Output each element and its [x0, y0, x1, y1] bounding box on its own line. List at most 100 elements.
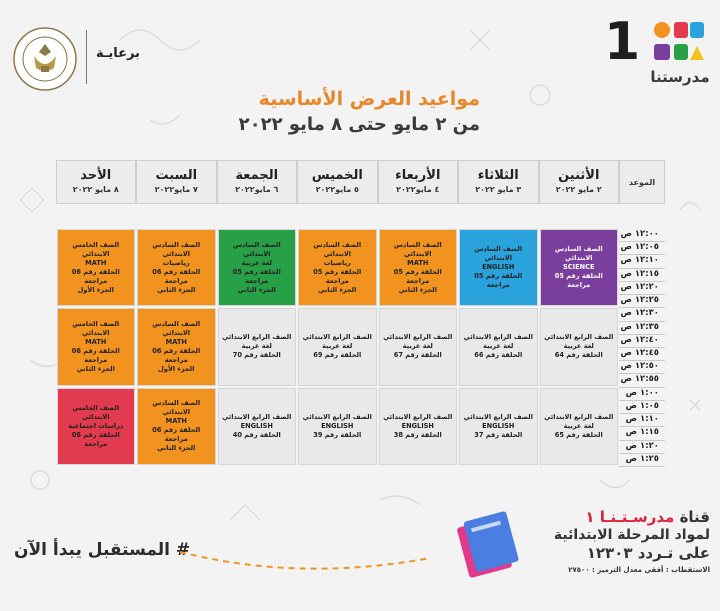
program-slot-line: ENGLISH — [401, 421, 434, 430]
program-slot: الصف السادس الابتدائي رياضيات الحلقة رقم 0… — [298, 229, 377, 307]
time-divider — [619, 466, 665, 467]
day-header: الجمعة ٦ مايو٢٠٢٢ — [216, 160, 297, 204]
program-slot-line: ENGLISH — [482, 421, 515, 430]
program-slot-line: لغة عربية — [322, 342, 353, 351]
program-slot-line: الجزء الثاني — [157, 444, 196, 453]
program-slot-line: الجزء الثاني — [237, 285, 276, 294]
time-column: ١٢:٠٠ ص ١٢:٠٥ ص ١٢:١٠ ص ١٢:١٥ ص ١٢:٢٠ ص ١٢:٢٥… — [619, 228, 665, 467]
page-title: مواعيد العرض الأساسية — [258, 88, 480, 110]
time-divider — [619, 439, 665, 441]
program-slot-line: الحلقة رقم 05 مراجعة — [393, 267, 442, 285]
program-slot-line: SCIENCE — [563, 263, 595, 272]
time-divider — [619, 254, 665, 256]
program-slot-line: الصف السادس الابتدائي — [554, 245, 603, 263]
program-slot: الصف الرابع الابتدائي ENGLISH الحلقة رقم 3… — [378, 387, 457, 465]
time-slot-label: ١٢:٣٥ ص — [620, 321, 659, 332]
program-slot-line: الحلقة رقم 06 مراجعة — [71, 430, 120, 448]
day-header: الثلاثاء ٣ مايو ٢٠٢٢ — [458, 160, 539, 204]
program-slot-line: الحلقة رقم 06 مراجعة — [71, 346, 120, 364]
day-header: السبت ٧ مايو٢٠٢٢ — [136, 160, 217, 204]
program-slot-line: الصف الخامس الابتدائي — [72, 403, 120, 421]
program-slot-line: ENGLISH — [482, 263, 515, 272]
program-slot-line: MATH — [85, 337, 107, 346]
program-slot-line: الحلقة رقم 39 — [313, 430, 362, 439]
time-slot-label: ١٢:١٠ ص — [620, 255, 659, 266]
time-divider — [619, 399, 665, 401]
program-slot: الصف الخامس الابتدائي دراسات اجتماعية الحل… — [56, 387, 135, 465]
program-slot: الصف السادس الابتدائي رياضيات الحلقة رقم 0… — [137, 229, 216, 307]
program-slot-line: الحلقة رقم 06 مراجعة — [71, 267, 120, 285]
time-slot-label: ١:٠٥ ص — [625, 400, 659, 411]
schedule-grid: ١٢:٠٠ ص ١٢:٠٥ ص ١٢:١٠ ص ١٢:١٥ ص ١٢:٢٠ ص ١٢:٢٥… — [55, 228, 665, 467]
day-header: الخميس ٥ مايو٢٠٢٢ — [297, 160, 378, 204]
program-slot-line: الحلقة رقم 37 — [474, 430, 523, 439]
program-slot-line: MATH — [407, 258, 429, 267]
program-slot-line: الحلقة رقم 70 — [232, 351, 281, 360]
time-slot-label: ١٢:٣٠ ص — [620, 308, 659, 319]
time-divider — [619, 426, 665, 428]
program-slot-line: رياضيات — [162, 258, 190, 267]
program-slot-line: الحلقة رقم 06 مراجعة — [152, 267, 201, 285]
time-slot-label: ١٢:٠٥ ص — [620, 242, 659, 253]
program-slot-line: الجزء الأول — [158, 364, 195, 373]
time-divider — [619, 307, 665, 309]
day-header: الأربعاء ٤ مايو٢٠٢٢ — [377, 160, 458, 204]
program-slot-line: لغة عربية — [563, 421, 594, 430]
program-slot-line: الحلقة رقم 05 مراجعة — [313, 267, 362, 285]
channel-line-2: لمواد المرحلة الابتدائية — [553, 527, 710, 543]
program-slot-line: الحلقة رقم 65 — [554, 430, 603, 439]
program-slot-line: الصف السادس الابتدائي — [232, 240, 281, 258]
program-slot-line: لغة عربية — [563, 342, 594, 351]
channel-line-1: قناة مدرسـتـنـا ١ — [585, 508, 710, 526]
time-slot-label: ١٢:٤٥ ص — [620, 348, 659, 358]
program-slot-line: لغة عربية — [241, 342, 272, 351]
sponsor-label: برعايـة — [96, 46, 140, 61]
program-slot: الصف الرابع الابتدائي لغة عربية الحلقة رقم… — [217, 308, 296, 386]
program-slot-line: الحلقة رقم 40 — [232, 430, 281, 439]
time-divider — [619, 413, 665, 415]
time-slot-label: ١:١٠ ص — [625, 414, 659, 425]
program-slot-line: الحلقة رقم 06 مراجعة — [152, 346, 201, 364]
ministry-seal-icon — [13, 27, 77, 91]
program-slot-line: الجزء الثاني — [318, 285, 357, 294]
channel-specs: الاستقطاب : أفقي معدل الترميز : ٢٧٥٠٠ — [568, 566, 710, 574]
program-slot-line: الحلقة رقم 06 مراجعة — [152, 426, 201, 444]
program-slot-line: الصف الرابع الابتدائي — [222, 412, 292, 421]
program-slot-line: الصف السادس الابتدائي — [474, 245, 523, 263]
channel-frequency: على تـردد ١٢٣٠٣ — [586, 544, 710, 562]
program-slot: الصف الرابع الابتدائي لغة عربية الحلقة رقم… — [539, 308, 618, 386]
time-slot-label: ١:٢٠ ص — [625, 440, 659, 451]
program-slot: الصف الرابع الابتدائي لغة عربية الحلقة رقم… — [459, 308, 538, 386]
program-slot: الصف الخامس الابتدائي MATH الحلقة رقم 06 م… — [56, 229, 135, 307]
program-slot-line: الصف الرابع الابتدائي — [302, 333, 372, 342]
program-slot-line: لغة عربية — [241, 258, 272, 267]
hashtag-slogan: # المستقبل يبدأ الآن — [14, 540, 191, 560]
day-header: الأثنين ٢ مايو ٢٠٢٢ — [538, 160, 619, 204]
program-slot-line: MATH — [165, 337, 187, 346]
program-slot-line: الصف الرابع الابتدائي — [222, 333, 292, 342]
program-slot-line: الصف الرابع الابتدائي — [544, 333, 614, 342]
program-slot: الصف السادس الابتدائي MATH الحلقة رقم 05 م… — [378, 229, 457, 307]
program-slot: الصف السادس الابتدائي MATH الحلقة رقم 06 م… — [137, 308, 216, 386]
madrasatna-logo-text: مدرستنا — [650, 68, 710, 86]
program-slot-line: لغة عربية — [483, 342, 514, 351]
program-slot-line: لغة عربية — [402, 342, 433, 351]
time-divider — [619, 333, 665, 335]
program-slot-line: ENGLISH — [321, 421, 354, 430]
program-slot-line: الجزء الأول — [77, 285, 114, 294]
time-divider — [619, 320, 665, 322]
day-header-row: الموعد الأثنين ٢ مايو ٢٠٢٢ الثلاثاء ٣ مايو… — [55, 160, 665, 204]
program-slot: الصف السادس الابتدائي MATH الحلقة رقم 06 م… — [137, 387, 216, 465]
program-slot-line: الحلقة رقم 05 مراجعة — [474, 272, 523, 290]
program-slot: الصف الرابع الابتدائي ENGLISH الحلقة رقم 4… — [217, 387, 296, 465]
time-divider — [619, 347, 665, 348]
program-slot-line: دراسات اجتماعية — [68, 421, 124, 430]
time-slot-label: ١٢:٤٠ ص — [620, 334, 659, 345]
time-slot-label: ١٢:٠٠ ص — [620, 229, 659, 239]
program-slot-line: الصف الرابع الابتدائي — [463, 412, 533, 421]
time-divider — [619, 280, 665, 282]
program-slot-line: ENGLISH — [240, 421, 273, 430]
time-divider — [619, 373, 665, 375]
program-slot-line: الصف السادس الابتدائي — [152, 240, 201, 258]
